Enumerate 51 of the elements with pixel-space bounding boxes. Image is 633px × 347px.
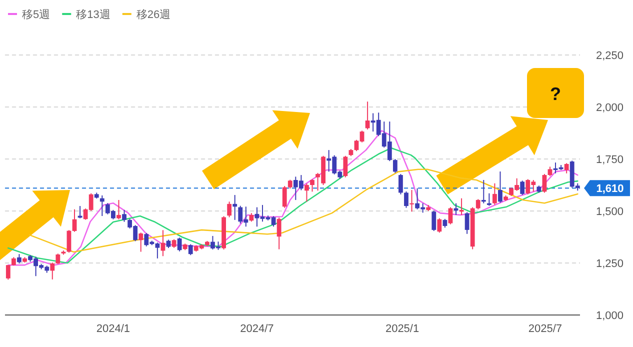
candlestick (122, 209, 126, 222)
candlestick (310, 178, 314, 192)
candlestick (476, 198, 480, 210)
candlestick (398, 173, 403, 195)
candlestick (276, 217, 282, 250)
legend-label: 移5週 (22, 9, 50, 21)
ref-line-label: 1,610 (596, 183, 624, 196)
candlestick (177, 237, 182, 252)
candlestick (564, 162, 569, 174)
candlestick (66, 230, 72, 254)
candlestick (498, 170, 502, 204)
candlestick (304, 183, 309, 202)
candlestick (432, 210, 436, 232)
candlestick (448, 206, 453, 225)
candlestick (6, 264, 10, 280)
candlestick (227, 201, 232, 218)
x-tick-label: 2025/1 (385, 323, 420, 335)
legend-label: 移13週 (76, 9, 110, 21)
y-tick-label: 1,000 (596, 310, 624, 322)
candlestick (72, 208, 77, 232)
y-tick-label: 1,500 (596, 206, 624, 218)
candlestick (492, 182, 497, 206)
candlestick (188, 244, 193, 256)
candlestick (404, 190, 408, 208)
y-tick-label: 1,250 (596, 258, 624, 270)
candlestick (520, 180, 525, 196)
candlestick (392, 158, 398, 174)
x-tick-label: 2024/7 (240, 323, 274, 335)
candlestick (542, 173, 547, 194)
candlestick (481, 180, 486, 204)
x-tick-label: 2025/7 (528, 323, 562, 335)
candlestick (232, 194, 238, 220)
candlestick (138, 232, 144, 252)
candlestick (464, 212, 470, 234)
candlestick (437, 218, 442, 234)
candlestick (410, 189, 414, 212)
candlestick (56, 253, 60, 265)
candlestick (548, 166, 552, 177)
candlestick (100, 194, 104, 216)
annotation: ? (550, 84, 561, 104)
candlestick (343, 155, 348, 178)
candlestick (282, 186, 287, 208)
y-tick-label: 2,000 (596, 102, 624, 114)
legend-label: 移26週 (136, 9, 171, 21)
y-tick-label: 1,750 (596, 154, 624, 166)
y-tick-label: 2,250 (596, 50, 624, 62)
candlestick (116, 199, 121, 220)
candlestick (17, 254, 22, 264)
candlestick (50, 262, 55, 280)
candlestick (486, 192, 492, 206)
x-tick-label: 2024/1 (96, 323, 130, 335)
